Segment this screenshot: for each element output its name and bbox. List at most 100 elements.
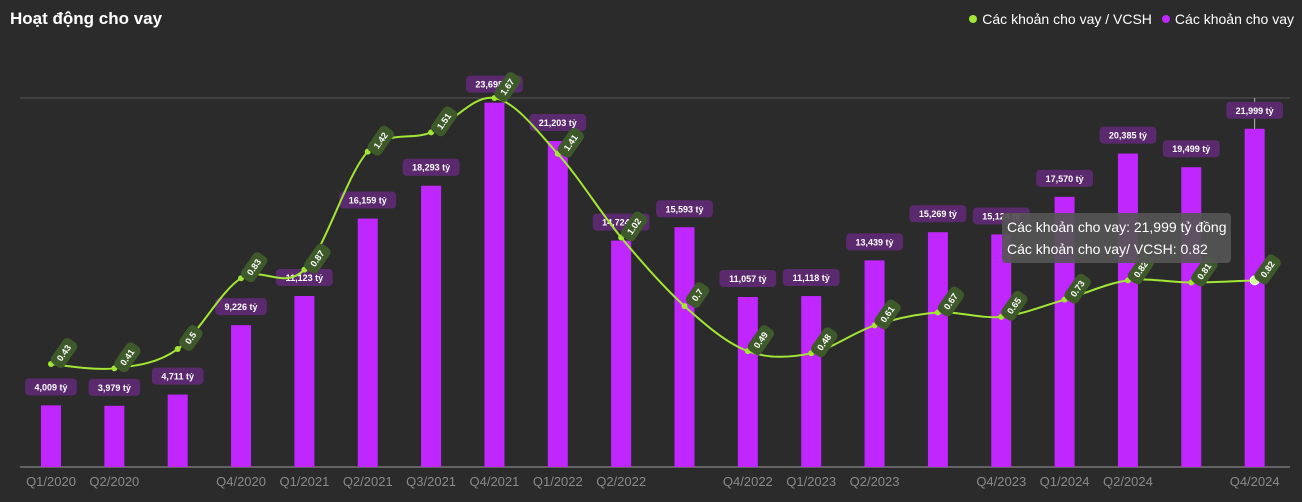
- bar-label: 15,269 tỷ: [919, 209, 957, 219]
- bar: [421, 185, 442, 468]
- x-tick-label: Q1/2022: [533, 474, 583, 489]
- tooltip-line-ratio: Các khoản cho vay/ VCSH: 0.82: [1007, 241, 1208, 257]
- legend-label-loans: Các khoản cho vay: [1174, 11, 1294, 27]
- bar-label: 13,439 tỷ: [856, 237, 894, 247]
- bar-label-box: [846, 233, 903, 251]
- ratio-label-box: [114, 342, 141, 373]
- ratio-label-box: [1001, 290, 1028, 321]
- bar-label: 11,123 tỷ: [286, 273, 324, 283]
- bar: [1054, 196, 1075, 467]
- bar-label: 4,009 tỷ: [34, 382, 67, 392]
- x-tick-label: Q1/2023: [786, 474, 836, 489]
- x-tick-label: Q4/2020: [216, 474, 266, 489]
- bar-label-box: [88, 378, 141, 396]
- x-tick-label: Q2/2021: [343, 474, 393, 489]
- ratio-label: 1.02: [620, 211, 648, 242]
- ratio-label-box: [304, 243, 331, 274]
- bar-label: 21,203 tỷ: [539, 118, 577, 128]
- ratio-label: 1.67: [494, 72, 521, 102]
- ratio-label: 0.65: [1001, 290, 1028, 321]
- bar-label-box: [1162, 140, 1220, 158]
- ratio-label: 1.41: [557, 127, 584, 158]
- bar-label-box: [402, 158, 460, 176]
- ratio-label: 1.51: [430, 106, 458, 137]
- ratio-label-box: [620, 211, 648, 242]
- ratio-label: 0.41: [114, 342, 141, 373]
- bar: [294, 295, 315, 467]
- ratio-label-box: [1254, 254, 1281, 285]
- chart-tooltip: Các khoản cho vay: 21,999 tỷ đồng Các kh…: [1002, 213, 1232, 263]
- bar: [547, 141, 568, 467]
- bar-label: 20,385 tỷ: [1109, 131, 1147, 141]
- ratio-label-box: [367, 125, 394, 156]
- bar-label: 16,159 tỷ: [349, 196, 387, 206]
- ratio-label-box: [1064, 273, 1091, 304]
- bar: [927, 232, 948, 467]
- bar-label: 11,057 tỷ: [729, 274, 767, 284]
- bar: [991, 234, 1012, 467]
- bar: [864, 260, 885, 467]
- ratio-label: 0.67: [937, 286, 965, 317]
- x-tick-label: Q4/2023: [976, 474, 1026, 489]
- ratio-label-box: [50, 338, 78, 368]
- ratio-label: 0.43: [50, 338, 78, 368]
- bar-label-box: [151, 367, 204, 385]
- legend-dot-icon: [969, 15, 978, 23]
- bar-label: 17,570 tỷ: [1046, 174, 1084, 184]
- bar-label-box: [1226, 101, 1284, 119]
- bar: [1117, 153, 1138, 467]
- legend-dot-icon: [1161, 15, 1170, 23]
- bar-label: 15,593 tỷ: [665, 204, 703, 214]
- ratio-label: 0.73: [1064, 273, 1091, 304]
- x-tick-label: Q4/2022: [723, 474, 773, 489]
- bar-label-box: [339, 191, 397, 209]
- bar-label-box: [719, 269, 777, 287]
- bar-label-box: [25, 378, 77, 396]
- bar: [357, 218, 378, 467]
- x-tick-label: Q1/2024: [1040, 474, 1090, 489]
- bar-label-box: [909, 205, 967, 223]
- x-tick-label: Q4/2021: [470, 474, 520, 489]
- ratio-label-box: [1191, 256, 1218, 287]
- bar-label: 14,724 tỷ: [602, 218, 640, 228]
- x-tick-label: Q4/2024: [1230, 474, 1280, 489]
- x-tick-label: Q1/2021: [279, 474, 329, 489]
- x-tick-label: Q1/2020: [26, 474, 76, 489]
- x-tick-label: Q2/2024: [1103, 474, 1153, 489]
- ratio-label: 0.7: [685, 282, 710, 308]
- x-tick-label: Q2/2022: [596, 474, 646, 489]
- ratio-label: 1.42: [367, 125, 394, 156]
- bar-label-box: [1036, 169, 1093, 187]
- bar-label-box: [215, 298, 267, 316]
- ratio-label: 0.5: [178, 325, 203, 351]
- bar-label-box: [656, 200, 713, 218]
- bar: [611, 240, 632, 467]
- bar: [674, 227, 695, 467]
- tooltip-line-loans: Các khoản cho vay: 21,999 tỷ đồng: [1007, 219, 1227, 235]
- bar-label-box: [1099, 126, 1157, 144]
- ratio-label-box: [685, 282, 710, 308]
- ratio-label: 0.61: [874, 299, 901, 330]
- bar-label: 15,124 tỷ: [982, 211, 1020, 221]
- bar-label: 4,711 tỷ: [161, 372, 194, 382]
- ratio-point: [681, 303, 688, 310]
- bar-label: 18,293 tỷ: [412, 163, 450, 173]
- bar: [737, 296, 758, 467]
- legend-item-loans[interactable]: Các khoản cho vay: [1161, 11, 1294, 27]
- ratio-label-box: [240, 252, 268, 283]
- bar-label: 9,226 tỷ: [225, 302, 258, 312]
- chart-legend: Các khoản cho vay / VCSH Các khoản cho v…: [969, 11, 1294, 27]
- legend-item-ratio[interactable]: Các khoản cho vay / VCSH: [969, 11, 1152, 27]
- ratio-label-box: [178, 325, 203, 351]
- x-tick-label: Q2/2020: [89, 474, 139, 489]
- bar: [231, 325, 252, 467]
- chart-title: Hoạt động cho vay: [10, 9, 163, 28]
- ratio-label: 0.87: [304, 243, 331, 274]
- bar-label-box: [782, 269, 840, 287]
- bar-label-box: [529, 114, 587, 132]
- bar: [104, 405, 125, 467]
- bar-label: 23,698 tỷ: [475, 80, 513, 90]
- ratio-label-box: [557, 127, 584, 158]
- ratio-label-box: [874, 299, 901, 330]
- bar-label: 11,118 tỷ: [793, 273, 830, 283]
